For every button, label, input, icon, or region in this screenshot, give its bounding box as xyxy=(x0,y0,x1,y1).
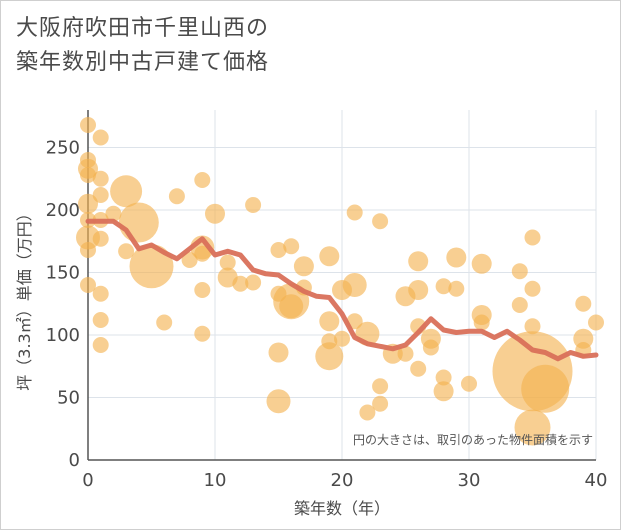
bubble-point xyxy=(105,205,122,222)
bubble-point xyxy=(232,275,249,292)
bubble-point xyxy=(408,251,429,272)
bubble-point xyxy=(92,170,109,187)
bubble-point xyxy=(266,389,291,414)
x-tick-label: 30 xyxy=(458,470,481,491)
bubble-point xyxy=(473,314,490,331)
bubble-point xyxy=(524,229,541,246)
bubble-point xyxy=(92,230,109,247)
bubble-point xyxy=(293,256,314,277)
bubble-point xyxy=(245,197,262,213)
bubble-point xyxy=(110,175,143,208)
bubble-point xyxy=(168,188,185,205)
bubble-point xyxy=(156,314,173,331)
y-tick-label: 150 xyxy=(46,263,80,284)
chart-title-line-1: 大阪府吹田市千里山西の xyxy=(16,16,270,41)
bubble-point xyxy=(194,245,211,262)
trend-line-series xyxy=(85,218,599,362)
chart-title: 大阪府吹田市千里山西の 築年数別中古戸建て価格 xyxy=(16,12,269,80)
bubble-point xyxy=(372,395,389,412)
bubble-point xyxy=(573,328,594,349)
bubble-point xyxy=(359,404,376,421)
bubble-point xyxy=(511,263,528,280)
bubble-point xyxy=(194,282,211,298)
bubble-point xyxy=(319,246,340,267)
bubble-point xyxy=(588,314,604,331)
bubble-point xyxy=(408,280,429,300)
bubble-point xyxy=(446,247,467,268)
bubble-point xyxy=(80,242,96,258)
bubble-point xyxy=(205,203,225,224)
y-tick-label: 200 xyxy=(46,200,80,221)
size-note: 円の大きさは、取引のあった物件面積を示す xyxy=(353,432,593,447)
bubble-point xyxy=(268,342,289,363)
bubble-point xyxy=(283,238,300,255)
bubble-point xyxy=(245,274,262,291)
bubble-point xyxy=(372,213,389,230)
bubble-point xyxy=(92,337,109,353)
bubble-point xyxy=(524,280,541,297)
trend-line xyxy=(85,218,599,362)
bubble-point xyxy=(92,187,109,203)
bubble-point xyxy=(524,318,541,335)
bubble-point xyxy=(92,129,109,146)
bubble-point xyxy=(76,225,100,250)
bubble-point xyxy=(118,202,159,243)
bubble-point xyxy=(80,277,96,293)
bubble-point xyxy=(80,117,96,133)
y-tick-label: 100 xyxy=(46,325,80,346)
bubble-point xyxy=(315,342,344,371)
bubble-point xyxy=(448,280,465,297)
x-tick-label: 0 xyxy=(82,470,93,491)
bubble-point xyxy=(372,378,389,395)
y-tick-label: 0 xyxy=(69,450,80,471)
bubble-point xyxy=(118,243,135,260)
bubble-point xyxy=(319,311,340,332)
y-tick-label: 250 xyxy=(46,138,80,159)
grid-lines xyxy=(87,110,597,461)
bubble-point xyxy=(80,167,96,183)
bubble-point xyxy=(92,285,109,302)
bubble-point xyxy=(194,172,211,188)
bubble-point xyxy=(575,295,592,312)
bubble-point xyxy=(433,381,454,402)
bubble-point xyxy=(80,152,96,168)
bubble-point xyxy=(279,294,304,319)
bubble-point xyxy=(514,409,551,446)
bubble-point xyxy=(219,254,236,271)
bubble-point xyxy=(334,330,350,347)
axis-ticks: 0 10 20 30 40 0 50 100 150 200 250 xyxy=(46,138,608,492)
bubble-point xyxy=(471,253,492,274)
y-tick-label: 50 xyxy=(57,388,80,409)
bubble-point xyxy=(270,285,287,302)
bubble-point xyxy=(194,325,211,342)
y-axis-label: 坪（3.3㎡）単価（万円） xyxy=(15,205,34,390)
bubble-point xyxy=(435,278,452,295)
bubble-point xyxy=(422,339,439,356)
bubble-point xyxy=(129,244,174,289)
bubble-point xyxy=(435,369,452,386)
bubble-point xyxy=(346,204,363,221)
bubble-point xyxy=(181,252,198,268)
bubble-point xyxy=(511,297,528,313)
x-tick-label: 10 xyxy=(204,470,227,491)
bubble-point xyxy=(521,364,570,413)
x-tick-label: 40 xyxy=(585,470,608,491)
bubble-point xyxy=(270,242,287,258)
bubble-point xyxy=(461,375,477,392)
bubble-point xyxy=(410,360,427,377)
bubble-point xyxy=(92,312,109,328)
bubble-point xyxy=(397,345,414,362)
chart-title-line-2: 築年数別中古戸建て価格 xyxy=(16,50,270,75)
x-axis-label: 築年数（年） xyxy=(294,499,390,518)
bubble-point xyxy=(321,333,338,350)
bubble-point xyxy=(78,193,98,214)
x-tick-label: 20 xyxy=(331,470,354,491)
bubble-series xyxy=(76,117,604,446)
bubble-point xyxy=(332,280,352,300)
